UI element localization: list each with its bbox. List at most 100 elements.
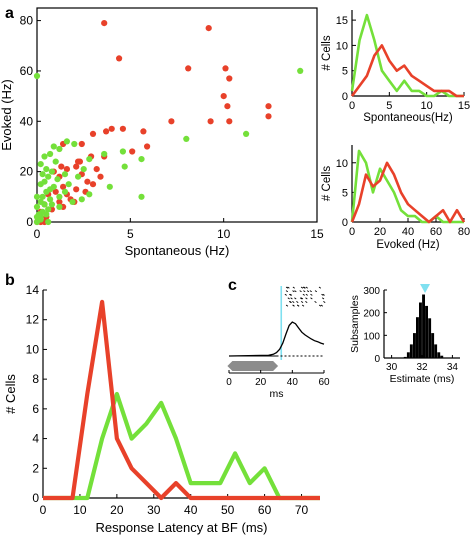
raster-spike <box>314 301 317 303</box>
green-scatter-point <box>121 163 128 170</box>
histogram-bar <box>416 317 419 358</box>
raster-spike <box>292 290 295 293</box>
green-scatter-point <box>78 196 85 203</box>
raster-spike <box>294 290 297 293</box>
green-series-line <box>350 13 464 98</box>
x-tick-label: 60 <box>258 503 272 517</box>
red-scatter-point <box>140 128 147 135</box>
x-tick-label: 10 <box>73 503 87 517</box>
raster-spike <box>300 297 304 300</box>
raster-spike <box>320 304 324 307</box>
raster-spike <box>314 290 318 293</box>
x-tick-label: 80 <box>458 226 470 238</box>
plot-frame <box>36 7 318 223</box>
raster-spike <box>287 297 290 300</box>
psth-inset: 0 20 40 60 ms <box>226 286 330 400</box>
raster-spike <box>305 286 308 289</box>
green-scatter-point <box>243 130 250 137</box>
y-tick-label: 0 <box>374 354 380 365</box>
raster-spike <box>318 286 322 289</box>
raster-spike <box>310 297 313 300</box>
y-tick-label: 5 <box>342 187 348 199</box>
y-tick-label: 2 <box>32 461 39 475</box>
green-scatter-point <box>101 150 108 158</box>
green-scatter-point <box>45 173 52 180</box>
green-scatter-point <box>138 156 145 163</box>
y-tick-label: 10 <box>336 158 348 170</box>
histogram-bar <box>406 352 410 358</box>
red-scatter-point <box>222 65 229 72</box>
y-tick-label: 6 <box>32 402 39 416</box>
raster-spike <box>299 290 302 293</box>
raster-spike <box>302 293 305 296</box>
raster-spike <box>285 304 289 307</box>
raster-spike <box>305 297 308 300</box>
histogram-bar <box>440 355 444 358</box>
x-axis-label: Spontaneous (Hz) <box>125 243 230 258</box>
green-scatter-point <box>106 183 113 190</box>
red-scatter-point <box>116 55 123 62</box>
raster-spike <box>299 297 303 300</box>
green-scatter-point <box>56 145 63 153</box>
y-tick-label: 12 <box>26 313 40 327</box>
raster-spike <box>321 297 325 300</box>
green-scatter-point <box>69 198 76 205</box>
estimate-marker <box>420 284 431 293</box>
green-scatter-point <box>297 67 304 74</box>
y-tick-label: 10 <box>26 342 40 356</box>
red-scatter-point <box>185 65 192 72</box>
stimulus-bar <box>227 361 279 371</box>
y-axis-label: # Cells <box>321 35 333 70</box>
red-scatter-point <box>265 113 272 120</box>
green-scatter-point <box>56 193 63 200</box>
red-scatter-point <box>205 25 212 32</box>
x-tick-label: 20 <box>374 226 386 238</box>
raster-spike <box>306 290 310 293</box>
red-scatter-point <box>108 125 115 132</box>
green-series-line <box>43 391 320 501</box>
y-axis-label: # Cells <box>3 374 18 414</box>
red-series-line <box>350 161 466 224</box>
x-axis-label: Spontaneous(Hz) <box>363 112 453 124</box>
x-tick-label: 5 <box>127 227 134 241</box>
raster-spike <box>318 304 322 307</box>
raster-spike <box>300 286 304 289</box>
red-scatter-point <box>89 130 97 137</box>
red-scatter-point <box>224 103 231 110</box>
raster-spike <box>322 293 325 296</box>
y-axis-label: # Cells <box>321 166 333 201</box>
red-scatter-point <box>73 186 80 193</box>
x-tick-label: 40 <box>287 377 299 388</box>
raster-spike <box>323 301 326 303</box>
green-scatter-point <box>119 148 126 155</box>
red-scatter-point <box>103 128 110 135</box>
raster-spike <box>300 301 304 303</box>
green-scatter-point <box>71 140 78 148</box>
y-tick-label: 0 <box>342 217 348 229</box>
x-tick-label: 0 <box>349 100 355 112</box>
histogram-bar <box>437 352 441 358</box>
green-scatter-point <box>86 156 93 163</box>
histogram-bar <box>409 344 413 358</box>
red-scatter-point <box>265 103 272 110</box>
y-tick-label: 80 <box>20 14 34 28</box>
raster-spike <box>296 301 299 303</box>
green-scatter-point <box>33 193 41 200</box>
green-scatter-point <box>37 181 44 188</box>
green-scatter-point <box>48 201 56 208</box>
histogram-bar <box>434 344 438 358</box>
red-scatter-point <box>226 118 233 125</box>
x-tick-label: 70 <box>295 503 309 517</box>
y-tick-label: 0 <box>32 491 39 505</box>
histogram-bar <box>431 333 435 358</box>
red-scatter-point <box>78 140 85 148</box>
green-scatter-point <box>45 206 52 213</box>
green-scatter-point <box>43 166 50 173</box>
green-scatter-point <box>33 218 41 226</box>
green-scatter-point <box>48 168 56 175</box>
x-tick-label: 40 <box>184 503 198 517</box>
green-scatter-point <box>80 166 87 173</box>
x-axis-label: Response Latency at BF (ms) <box>96 520 268 535</box>
red-scatter-point <box>58 163 65 170</box>
histogram-bar <box>403 356 407 358</box>
